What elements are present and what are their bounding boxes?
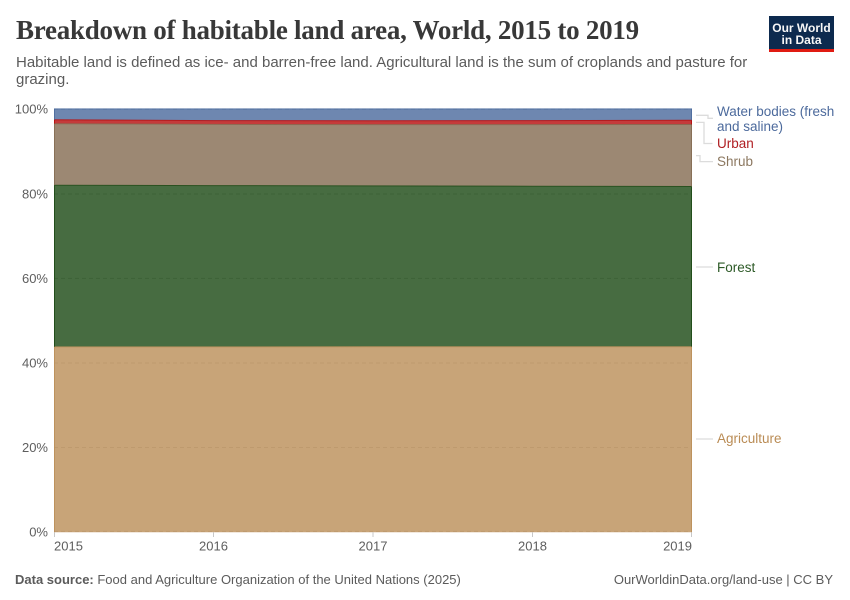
svg-text:20%: 20%: [22, 440, 48, 455]
svg-text:2019: 2019: [663, 539, 692, 554]
svg-text:40%: 40%: [22, 356, 48, 371]
svg-text:2015: 2015: [54, 539, 83, 554]
svg-text:60%: 60%: [22, 271, 48, 286]
svg-text:100%: 100%: [15, 102, 49, 117]
svg-text:2017: 2017: [359, 539, 388, 554]
svg-text:80%: 80%: [22, 187, 48, 202]
svg-text:0%: 0%: [29, 525, 48, 540]
svg-text:2016: 2016: [199, 539, 228, 554]
svg-text:2018: 2018: [518, 539, 547, 554]
